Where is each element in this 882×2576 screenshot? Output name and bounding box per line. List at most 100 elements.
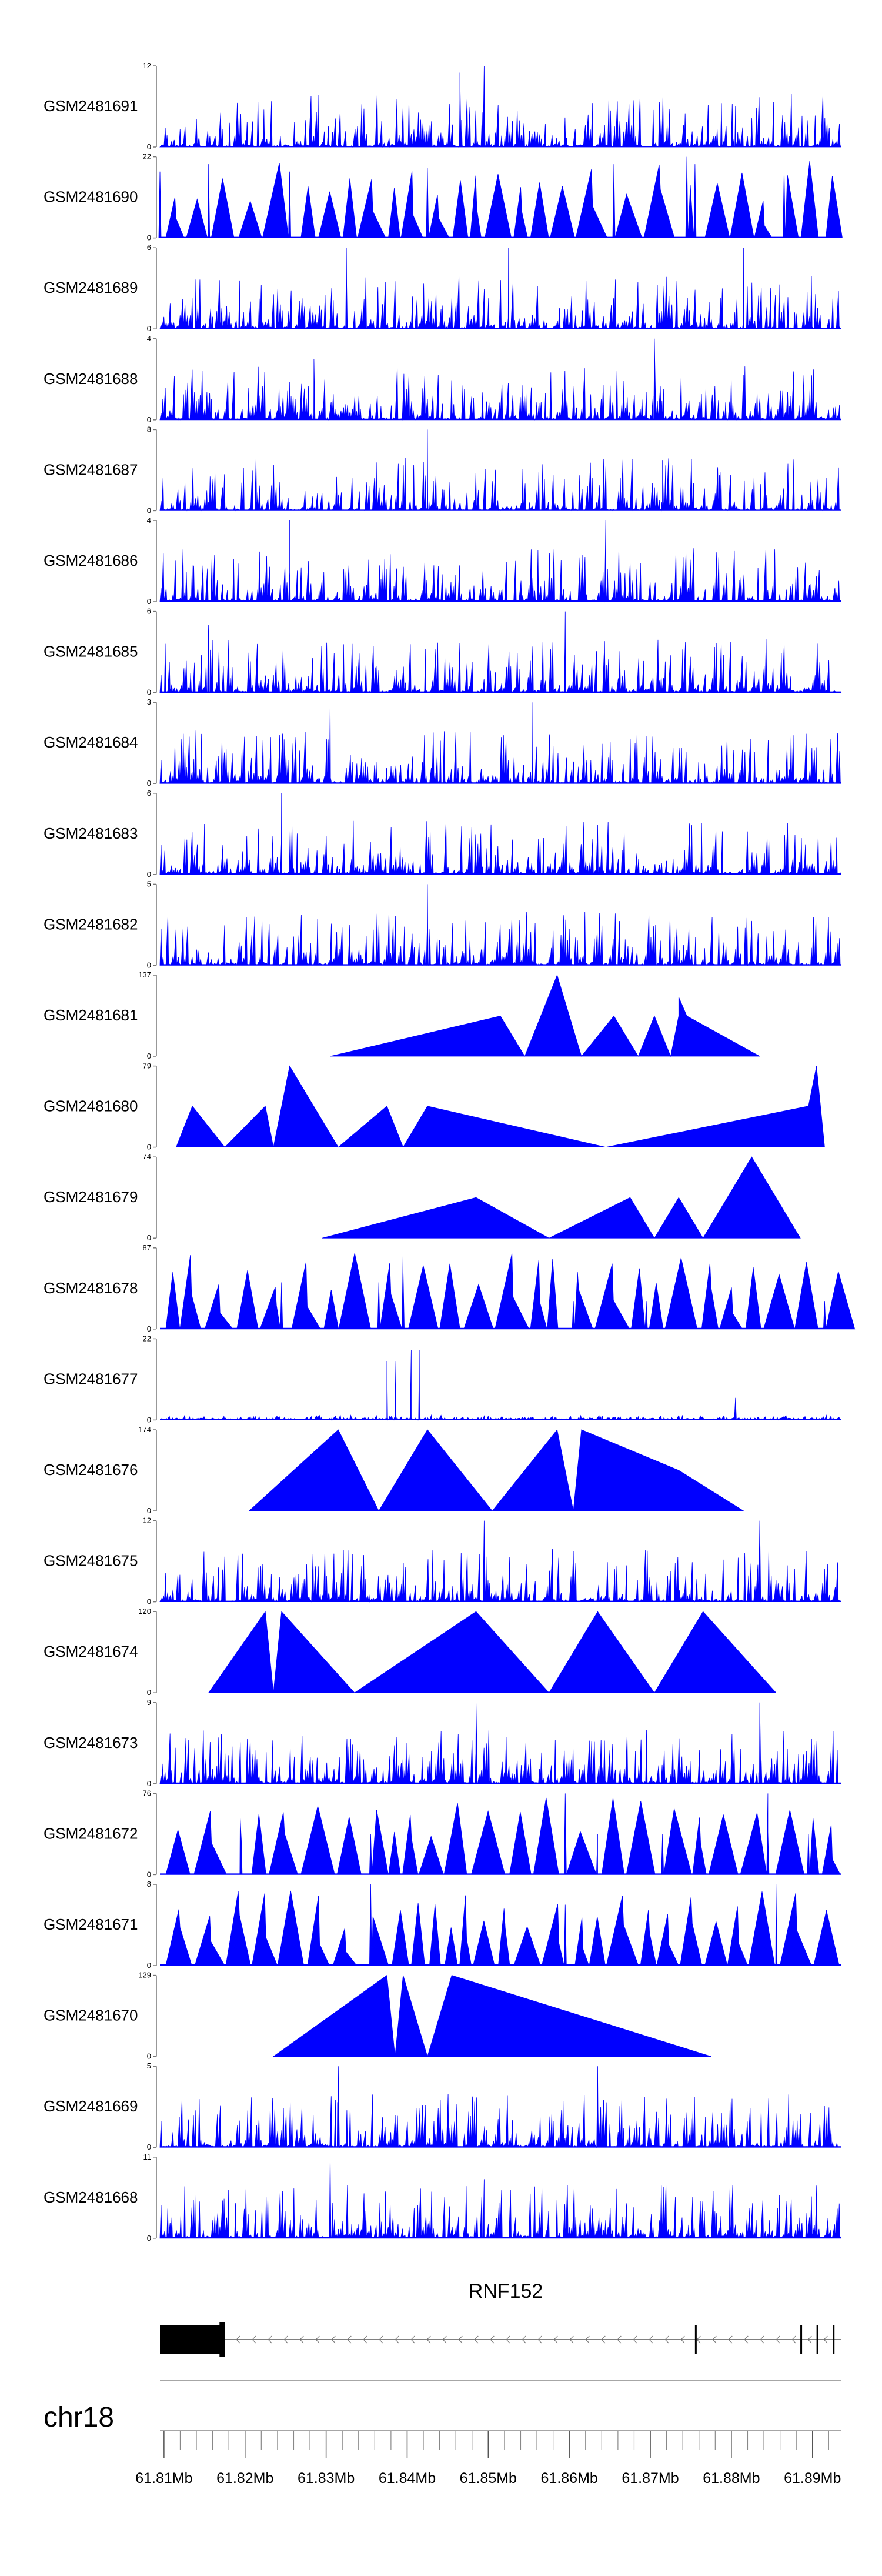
coverage-area bbox=[176, 1065, 825, 1148]
strand-arrow bbox=[585, 2335, 590, 2344]
track-label: GSM2481675 bbox=[44, 1552, 138, 1570]
strand-arrow bbox=[649, 2335, 653, 2344]
coverage-area bbox=[159, 1350, 841, 1421]
y-max-label: 11 bbox=[143, 2153, 152, 2161]
y-max-label: 8 bbox=[147, 1880, 151, 1888]
x-tick-label: 61.82Mb bbox=[216, 2470, 273, 2487]
strand-arrow bbox=[236, 2335, 240, 2344]
track-GSM2481684: GSM2481684 3 0 bbox=[44, 698, 841, 788]
y-min-label: 0 bbox=[147, 324, 151, 333]
y-min-label: 0 bbox=[147, 688, 151, 697]
strand-arrow bbox=[347, 2335, 352, 2344]
y-max-label: 22 bbox=[143, 152, 151, 161]
track-GSM2481679: GSM2481679 74 0 bbox=[44, 1152, 801, 1242]
y-max-label: 5 bbox=[147, 879, 151, 888]
track-GSM2481680: GSM2481680 79 0 bbox=[44, 1062, 825, 1152]
genome-axis: chr18 61.81Mb 61.82Mb 61.83Mb 61.84Mb 61.85M… bbox=[44, 2380, 841, 2487]
coverage-area bbox=[159, 1702, 841, 1785]
y-max-label: 174 bbox=[138, 1425, 151, 1434]
strand-arrow bbox=[331, 2335, 336, 2344]
y-max-label: 4 bbox=[147, 334, 151, 343]
track-GSM2481672: GSM2481672 76 0 bbox=[44, 1788, 841, 1878]
track-label: GSM2481674 bbox=[44, 1643, 138, 1660]
track-GSM2481668: GSM2481668 11 0 bbox=[44, 2153, 841, 2243]
track-GSM2481675: GSM2481675 12 0 bbox=[44, 1516, 842, 1606]
y-min-label: 0 bbox=[147, 1233, 151, 1242]
track-label: GSM2481677 bbox=[44, 1370, 138, 1387]
track-GSM2481681: GSM2481681 137 0 bbox=[44, 970, 760, 1060]
coverage-area bbox=[330, 974, 760, 1057]
track-GSM2481676: GSM2481676 174 0 bbox=[44, 1425, 744, 1515]
y-min-label: 0 bbox=[147, 597, 151, 606]
y-min-label: 0 bbox=[147, 1415, 151, 1424]
coverage-area bbox=[160, 1884, 841, 1966]
track-label: GSM2481687 bbox=[44, 461, 138, 478]
track-GSM2481691: GSM2481691 12 0 bbox=[44, 61, 841, 151]
strand-arrow bbox=[617, 2335, 622, 2344]
y-min-label: 0 bbox=[147, 1052, 151, 1060]
y-max-label: 12 bbox=[143, 1516, 151, 1525]
track-label: GSM2481689 bbox=[44, 279, 138, 296]
track-label: GSM2481691 bbox=[44, 97, 138, 115]
chromosome-label: chr18 bbox=[44, 2402, 114, 2433]
strand-arrow bbox=[807, 2335, 812, 2344]
gene-exon bbox=[816, 2325, 818, 2354]
y-min-label: 0 bbox=[147, 960, 151, 969]
y-min-label: 0 bbox=[147, 233, 151, 242]
coverage-area bbox=[158, 156, 843, 238]
x-tick-label: 61.86Mb bbox=[541, 2470, 598, 2487]
y-max-label: 5 bbox=[147, 2061, 151, 2070]
y-max-label: 6 bbox=[147, 243, 151, 252]
y-min-label: 0 bbox=[147, 2234, 151, 2243]
x-tick-label: 61.87Mb bbox=[622, 2470, 679, 2487]
y-min-label: 0 bbox=[147, 870, 151, 879]
track-GSM2481673: GSM2481673 9 0 bbox=[44, 1698, 841, 1788]
y-max-label: 22 bbox=[143, 1334, 151, 1343]
coverage-area bbox=[159, 65, 841, 148]
track-label: GSM2481676 bbox=[44, 1461, 138, 1479]
x-tick-label: 61.89Mb bbox=[784, 2470, 841, 2487]
strand-arrow bbox=[395, 2335, 399, 2344]
track-GSM2481677: GSM2481677 22 0 bbox=[44, 1334, 841, 1424]
track-GSM2481669: GSM2481669 5 0 bbox=[44, 2061, 841, 2151]
track-label: GSM2481686 bbox=[44, 552, 138, 569]
y-min-label: 0 bbox=[147, 1688, 151, 1697]
track-label: GSM2481678 bbox=[44, 1279, 138, 1297]
y-min-label: 0 bbox=[147, 1143, 151, 1152]
strand-arrow bbox=[744, 2335, 749, 2344]
gene-track: RNF152 bbox=[160, 2280, 841, 2357]
strand-arrow bbox=[760, 2335, 764, 2344]
track-label: GSM2481679 bbox=[44, 1188, 138, 1206]
strand-arrow bbox=[791, 2335, 796, 2344]
track-label: GSM2481672 bbox=[44, 1824, 138, 1842]
gene-name-label: RNF152 bbox=[469, 2280, 543, 2303]
coverage-area bbox=[159, 248, 841, 330]
strand-arrow bbox=[490, 2335, 495, 2344]
strand-arrow bbox=[728, 2335, 733, 2344]
track-label: GSM2481681 bbox=[44, 1006, 138, 1024]
strand-arrow bbox=[458, 2335, 463, 2344]
strand-arrow bbox=[776, 2335, 780, 2344]
track-GSM2481678: GSM2481678 87 0 bbox=[44, 1243, 856, 1333]
y-max-label: 120 bbox=[138, 1607, 151, 1616]
strand-arrow bbox=[823, 2335, 828, 2344]
coverage-area bbox=[159, 338, 841, 421]
coverage-area bbox=[248, 1429, 744, 1511]
strand-arrow bbox=[633, 2335, 637, 2344]
strand-arrow bbox=[299, 2335, 304, 2344]
coverage-area bbox=[322, 1156, 801, 1239]
track-GSM2481685: GSM2481685 6 0 bbox=[44, 607, 842, 697]
x-tick-label: 61.84Mb bbox=[379, 2470, 436, 2487]
strand-arrow bbox=[410, 2335, 415, 2344]
strand-arrow bbox=[442, 2335, 447, 2344]
strand-arrow bbox=[537, 2335, 542, 2344]
strand-arrow bbox=[569, 2335, 574, 2344]
track-label: GSM2481684 bbox=[44, 733, 138, 751]
track-GSM2481690: GSM2481690 22 0 bbox=[44, 152, 843, 242]
strand-arrow bbox=[601, 2335, 606, 2344]
track-label: GSM2481668 bbox=[44, 2188, 138, 2206]
strand-arrow bbox=[664, 2335, 669, 2344]
track-label: GSM2481683 bbox=[44, 825, 138, 842]
strand-arrow bbox=[553, 2335, 558, 2344]
track-label: GSM2481685 bbox=[44, 643, 138, 660]
